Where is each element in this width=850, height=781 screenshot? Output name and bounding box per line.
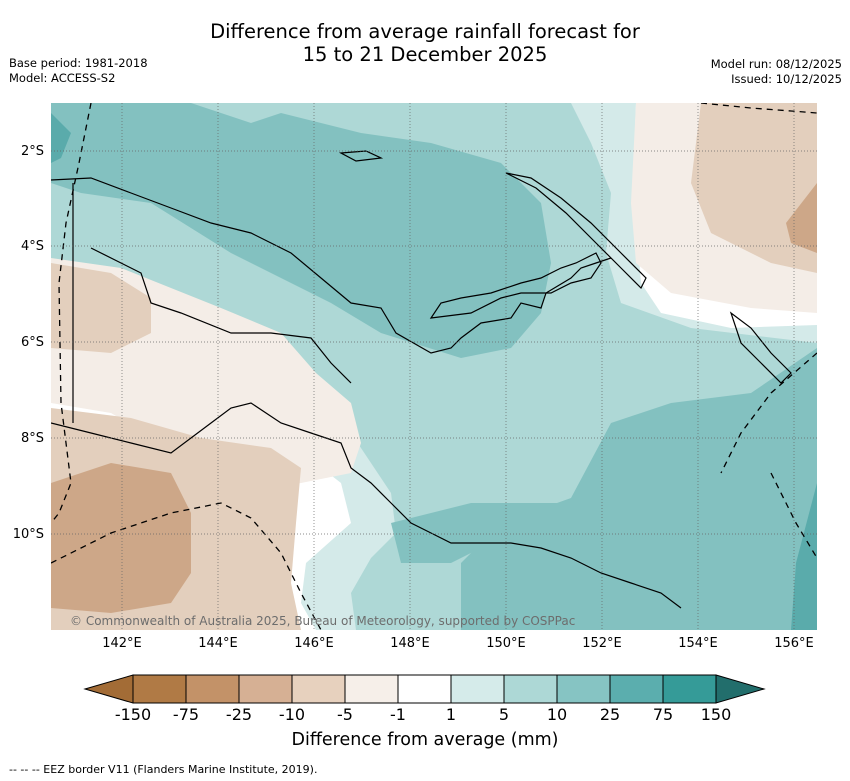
lat-label-10s: 10°S (12, 527, 44, 542)
colorbar-tick: 75 (652, 705, 674, 724)
colorbar-tick: 10 (546, 705, 568, 724)
lat-label-6s: 6°S (20, 335, 44, 350)
rainfall-anomaly-map (51, 103, 817, 630)
wet-75-150-zone (791, 483, 817, 630)
new-guinea-north-coast (51, 177, 612, 354)
title-line-1: Difference from average rainfall forecas… (210, 20, 640, 43)
colorbar-tick: -75 (172, 705, 200, 724)
colorbar-swatch-1-5 (450, 674, 505, 704)
lon-label-154e: 154°E (678, 636, 718, 651)
colorbar-tick: 1 (445, 705, 457, 724)
provincial-borders (90, 247, 352, 384)
colorbar-swatch-10-25 (556, 674, 611, 704)
colorbar-swatch-1-1 (397, 674, 452, 704)
wet-25-75-zone (51, 103, 551, 358)
copyright-text: © Commonwealth of Australia 2025, Bureau… (70, 614, 576, 628)
gridlines (51, 103, 817, 630)
lat-label-4s: 4°S (20, 239, 44, 254)
dry-25-10-zone-southwest (51, 463, 191, 613)
page-title: Difference from average rainfall forecas… (0, 20, 850, 66)
eez-border-south (51, 502, 322, 630)
eez-border-se (770, 472, 817, 559)
lon-label-142e: 142°E (102, 636, 142, 651)
colorbar-swatch-75-150 (662, 674, 717, 704)
colorbar-swatch-below-150 (83, 674, 134, 704)
new-guinea-south-coast (51, 402, 682, 609)
colorbar-swatch-above-150 (715, 674, 766, 704)
lon-label-146e: 146°E (294, 636, 334, 651)
dry-10-5-zone-west (51, 263, 151, 353)
eez-border-ne (700, 103, 817, 114)
wet-25-75-zone-east (461, 348, 817, 630)
meta-left: Base period: 1981-2018 Model: ACCESS-S2 (9, 56, 148, 86)
colorbar-tick: 150 (700, 705, 732, 724)
new-ireland-coast (505, 172, 647, 290)
wet-75-150-zone-nw (51, 113, 71, 163)
colorbar-tick: -25 (225, 705, 253, 724)
meta-right: Model run: 08/12/2025 Issued: 10/12/2025 (711, 57, 842, 87)
new-britain-coast (429, 252, 602, 319)
manus-coast (338, 150, 384, 162)
dry-10-5-zone-ne (691, 103, 817, 273)
title-line-2: 15 to 21 December 2025 (302, 43, 548, 66)
colorbar-swatch-25-75 (609, 674, 664, 704)
lat-label-8s: 8°S (20, 431, 44, 446)
colorbar-swatch-75-25 (185, 674, 240, 704)
lon-label-148e: 148°E (390, 636, 430, 651)
colorbar-tick: 25 (599, 705, 621, 724)
colorbar (83, 674, 766, 704)
colorbar-swatch-5-1 (344, 674, 399, 704)
eez-border-east (720, 352, 817, 474)
colorbar-tick: -150 (114, 705, 152, 724)
colorbar-label: Difference from average (mm) (291, 730, 559, 750)
model-run-text: Model run: 08/12/2025 (710, 57, 842, 71)
wet-25-75-zone-south (391, 503, 571, 563)
bougainville-coast (729, 311, 792, 384)
colorbar-swatch-25-10 (238, 674, 293, 704)
eez-border-west (51, 103, 92, 524)
eez-borders (51, 103, 817, 630)
colorbar-tick: -10 (278, 705, 306, 724)
colorbar-tick: -1 (390, 705, 406, 724)
lon-label-152e: 152°E (582, 636, 622, 651)
colorbar-tick: -5 (337, 705, 353, 724)
coastlines (51, 150, 792, 609)
eez-legend-footer: -- -- -- EEZ border V11 (Flanders Marine… (9, 763, 318, 776)
colorbar-swatch-150-75 (132, 674, 187, 704)
colorbar-swatch-5-10 (503, 674, 558, 704)
base-period-text: Base period: 1981-2018 (9, 56, 148, 70)
lon-label-144e: 144°E (198, 636, 238, 651)
lat-label-2s: 2°S (20, 144, 44, 159)
colorbar-swatch-10-5 (291, 674, 346, 704)
issued-text: Issued: 10/12/2025 (731, 72, 842, 86)
lon-label-156e: 156°E (774, 636, 814, 651)
lon-label-150e: 150°E (486, 636, 526, 651)
colorbar-tick: 5 (498, 705, 510, 724)
model-text: Model: ACCESS-S2 (9, 71, 116, 85)
